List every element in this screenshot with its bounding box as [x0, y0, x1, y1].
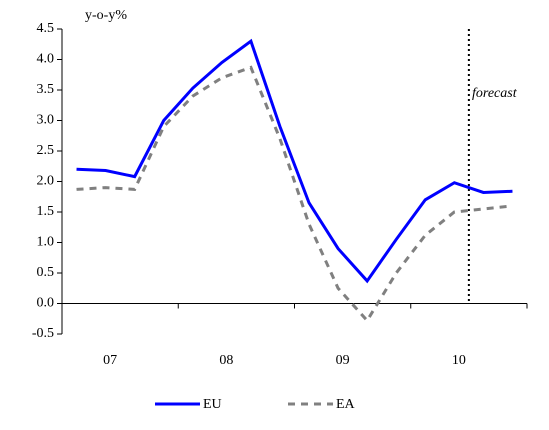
legend-label: EU — [203, 397, 222, 412]
y-tick-label: 1.5 — [37, 204, 55, 219]
y-axis-label: y-o-y% — [85, 8, 127, 23]
y-tick-label: 3.5 — [37, 82, 55, 97]
y-tick-label: -0.5 — [32, 326, 54, 341]
y-tick-label: 0.0 — [37, 296, 55, 311]
y-tick-label: 1.0 — [37, 235, 55, 250]
y-tick-label: 0.5 — [37, 265, 55, 280]
annotation: forecast — [472, 86, 518, 101]
y-tick-label: 3.0 — [37, 113, 55, 128]
x-tick-label: 09 — [336, 353, 350, 368]
y-tick-label: 2.0 — [37, 174, 55, 189]
y-tick-label: 4.0 — [37, 52, 55, 67]
y-tick-label: 4.5 — [37, 21, 55, 36]
legend-label: EA — [336, 397, 356, 412]
x-tick-label: 10 — [452, 353, 466, 368]
x-tick-label: 08 — [219, 353, 233, 368]
series-line — [76, 65, 513, 324]
series-line — [76, 38, 513, 284]
y-tick-label: 2.5 — [37, 143, 55, 158]
x-tick-label: 07 — [103, 353, 117, 368]
